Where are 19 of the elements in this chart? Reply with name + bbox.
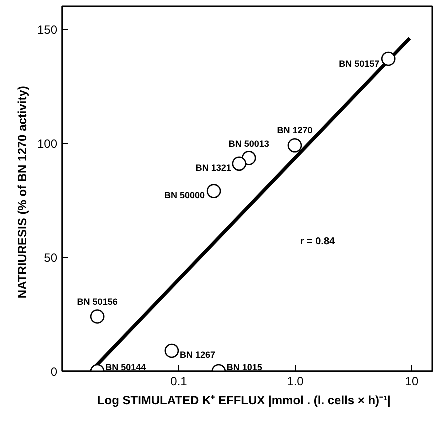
annotation: BN 1321 <box>196 162 232 173</box>
annotation: BN 50013 <box>228 139 270 150</box>
x-tick-label: 10 <box>405 374 419 388</box>
y-axis-title: NATRIURESIS (% of BN 1270 activity) <box>15 86 30 299</box>
y-tick-label: 150 <box>37 22 58 37</box>
y-tick-label: 0 <box>50 365 58 379</box>
x-axis-title: Log STIMULATED K⁺ EFFLUX |mmol . (l. cells × h)⁻¹| <box>97 394 391 408</box>
x-tick-label: 0.1 <box>170 374 188 388</box>
y-tick-label: 100 <box>37 136 58 151</box>
annotation: r = 0.84 <box>300 236 336 248</box>
annotation: BN 50000 <box>164 190 206 200</box>
annotation: BN 50156 <box>77 296 118 307</box>
annotation: BN 50157 <box>339 58 380 69</box>
annotation: BN 1270 <box>277 126 313 136</box>
y-tick-label: 50 <box>44 250 58 265</box>
x-tick-label: 1.0 <box>287 374 304 388</box>
annotation: BN 1267 <box>180 350 216 360</box>
annotation: BN 50144 <box>106 362 146 372</box>
annotation: BN 1015 <box>226 362 262 372</box>
